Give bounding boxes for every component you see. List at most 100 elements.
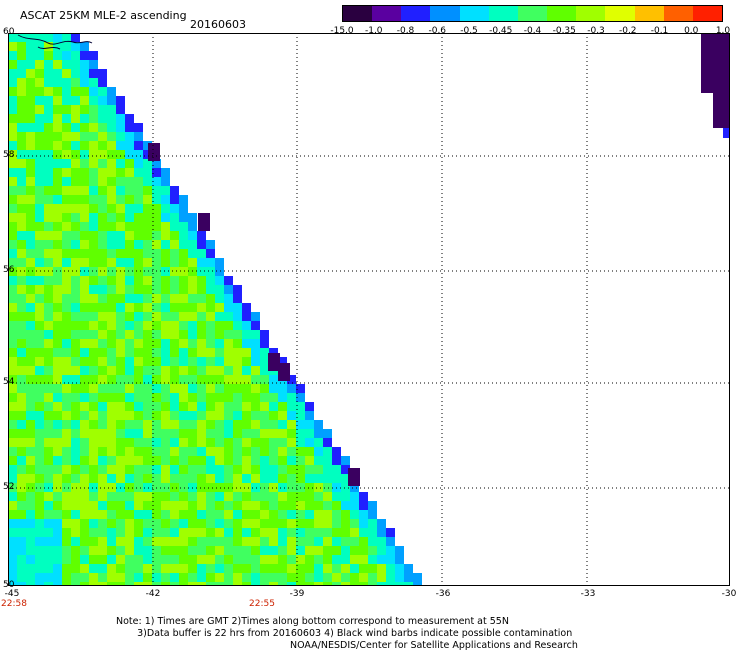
swath-cell (62, 186, 71, 195)
swath-cell (251, 330, 260, 339)
swath-cell (134, 411, 143, 420)
swath-cell (242, 366, 251, 375)
swath-cell (8, 303, 17, 312)
swath-cell (206, 528, 215, 537)
swath-cell (215, 573, 224, 582)
swath-cell (62, 501, 71, 510)
swath-cell (71, 69, 80, 78)
swath-cell (98, 150, 107, 159)
swath-cell (26, 510, 35, 519)
swath-cell (89, 393, 98, 402)
swath-cell (143, 249, 152, 258)
swath-cell (71, 168, 80, 177)
swath-cell (197, 267, 206, 276)
swath-cell (80, 231, 89, 240)
swath-cell (323, 546, 332, 555)
swath-cell (71, 213, 80, 222)
swath-cell (188, 249, 197, 258)
swath-cell (35, 132, 44, 141)
swath-cell (71, 186, 80, 195)
swath-cell (314, 447, 323, 456)
swath-cell (80, 114, 89, 123)
swath-cell (170, 528, 179, 537)
swath-cell (17, 69, 26, 78)
swath-cell (71, 132, 80, 141)
swath-cell (71, 114, 80, 123)
swath-cell (161, 474, 170, 483)
swath-cell (17, 132, 26, 141)
swath-cell (26, 177, 35, 186)
swath-cell (179, 474, 188, 483)
swath-cell (341, 546, 350, 555)
swath-cell (62, 447, 71, 456)
swath-cell (89, 564, 98, 573)
time-label-start: 22:58 (1, 599, 27, 609)
swath-cell (53, 69, 62, 78)
swath-cell (161, 393, 170, 402)
swath-cell (71, 258, 80, 267)
swath-cell (368, 546, 377, 555)
swath-cell (206, 537, 215, 546)
swath-cell (35, 186, 44, 195)
swath-cell (80, 105, 89, 114)
swath-cell (179, 573, 188, 582)
swath-cell (179, 528, 188, 537)
swath-cell (251, 339, 260, 348)
swath-cell (17, 429, 26, 438)
swath-cell (26, 573, 35, 582)
swath-cell (8, 438, 17, 447)
swath-cell (62, 285, 71, 294)
swath-cell (323, 519, 332, 528)
swath-cell (107, 258, 116, 267)
swath-cell (62, 375, 71, 384)
swath-cell (314, 438, 323, 447)
swath-cell (8, 42, 17, 51)
swath-cell (53, 222, 62, 231)
swath-cell (152, 186, 161, 195)
swath-cell (98, 159, 107, 168)
swath-cell (323, 456, 332, 465)
swath-cell (71, 420, 80, 429)
swath-cell (116, 384, 125, 393)
swath-cell (233, 312, 242, 321)
swath-cell (197, 276, 206, 285)
swath-cell (53, 294, 62, 303)
swath-cell (107, 555, 116, 564)
swath-cell (53, 114, 62, 123)
swath-cell (35, 537, 44, 546)
swath-cell (89, 573, 98, 582)
swath-cell (125, 186, 134, 195)
swath-cell (125, 573, 134, 582)
swath-cell (278, 564, 287, 573)
swath-cell (215, 519, 224, 528)
swath-cell (170, 186, 179, 195)
swath-cell (80, 510, 89, 519)
swath-cell (206, 501, 215, 510)
swath-cell (314, 465, 323, 474)
swath-cell (215, 546, 224, 555)
swath-cell (62, 276, 71, 285)
swath-cell (359, 555, 368, 564)
swath-cell (17, 141, 26, 150)
swath-cell (71, 348, 80, 357)
swath-cell (215, 555, 224, 564)
swath-cell (8, 501, 17, 510)
swath-cell (278, 420, 287, 429)
swath-cell (44, 402, 53, 411)
swath-cell (8, 141, 17, 150)
swath-cell (26, 114, 35, 123)
swath-cell (242, 357, 251, 366)
swath-cell (359, 537, 368, 546)
swath-cell (134, 357, 143, 366)
swath-cell (35, 114, 44, 123)
swath-cell (152, 249, 161, 258)
swath-cell (26, 375, 35, 384)
lon-label-neg36: -36 (435, 589, 451, 599)
swath-cell (269, 447, 278, 456)
swath-cell (80, 204, 89, 213)
swath-cell (98, 501, 107, 510)
swath-cell (188, 447, 197, 456)
swath-cell (98, 429, 107, 438)
swath-cell (53, 33, 62, 42)
swath-cell (71, 303, 80, 312)
